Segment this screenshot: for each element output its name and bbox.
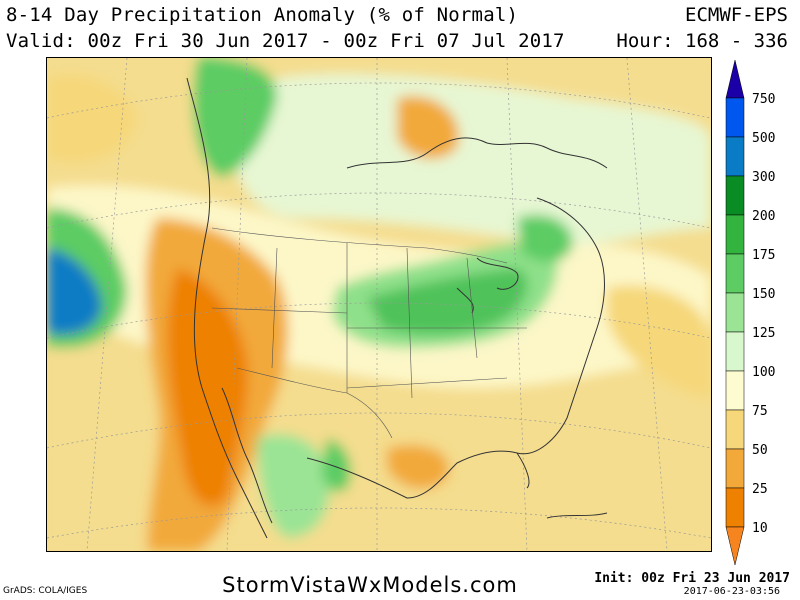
colorbar-label: 200 — [752, 209, 775, 224]
colorbar-label: 10 — [752, 521, 768, 536]
valid-period: Valid: 00z Fri 30 Jun 2017 - 00z Fri 07 … — [6, 30, 565, 52]
colorbar-swatch — [725, 214, 745, 255]
coastlines — [186, 77, 608, 539]
generation-timestamp: 2017-06-23-03:56 — [683, 586, 780, 597]
colorbar-label: 150 — [752, 287, 775, 302]
colorbar-swatch — [725, 526, 745, 566]
colorbar-swatch — [725, 448, 745, 489]
colorbar-swatch — [725, 292, 745, 333]
colorbar-swatch — [725, 253, 745, 294]
colorbar-label: 100 — [752, 365, 775, 380]
colorbar-label: 25 — [752, 482, 768, 497]
forecast-hours: Hour: 168 - 336 — [616, 30, 788, 52]
colorbar-swatch — [725, 409, 745, 450]
colorbar-label: 50 — [752, 443, 768, 458]
precip-anomaly-map — [46, 57, 712, 552]
grads-credit: GrADS: COLA/IGES — [3, 586, 88, 596]
map-title: 8-14 Day Precipitation Anomaly (% of Nor… — [6, 4, 519, 26]
colorbar-swatch — [725, 175, 745, 216]
colorbar-swatch — [725, 487, 745, 528]
init-time: Init: 00z Fri 23 Jun 2017 — [594, 571, 790, 586]
model-name: ECMWF-EPS — [685, 4, 788, 26]
site-name: StormVistaWxModels.com — [222, 573, 518, 597]
anomaly-field — [47, 58, 711, 551]
colorbar-swatch — [725, 136, 745, 177]
colorbar-label: 300 — [752, 170, 775, 185]
latlon-grid — [47, 58, 711, 551]
political-borders — [211, 227, 527, 439]
colorbar-label: 175 — [752, 248, 775, 263]
colorbar-swatch — [725, 97, 745, 138]
colorbar-swatch — [725, 331, 745, 372]
colorbar-label: 75 — [752, 404, 768, 419]
colorbar-swatch — [725, 370, 745, 411]
colorbar-label: 125 — [752, 326, 775, 341]
colorbar-legend: 750 500 300 200 175 150 125 100 75 50 25 10 — [725, 60, 775, 566]
colorbar-label: 500 — [752, 131, 775, 146]
site-footer: StormVistaWxModels.com — [0, 573, 800, 597]
colorbar-label: 750 — [752, 92, 775, 107]
colorbar-swatch — [725, 60, 745, 99]
